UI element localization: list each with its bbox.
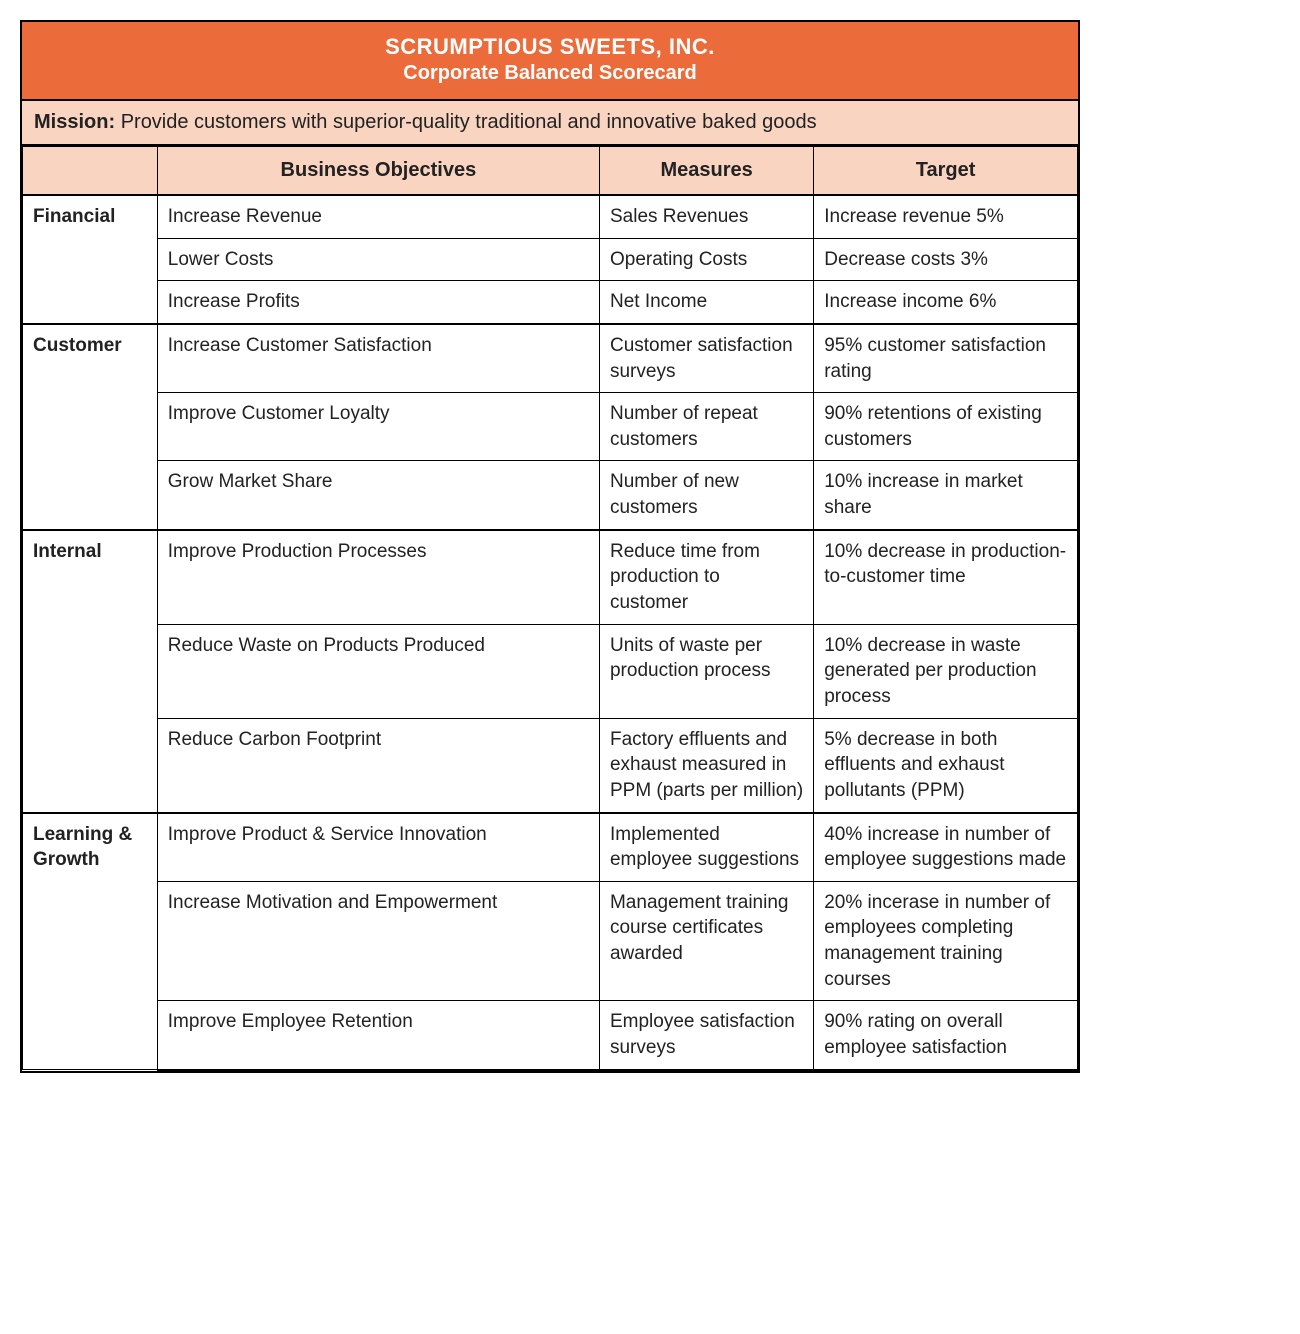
cell-objective: Grow Market Share (157, 461, 599, 530)
category-customer: Customer (23, 324, 158, 530)
table-row: Grow Market Share Number of new customer… (23, 461, 1078, 530)
col-measures: Measures (599, 147, 813, 196)
company-name: SCRUMPTIOUS SWEETS, INC. (30, 34, 1070, 60)
cell-objective: Improve Employee Retention (157, 1001, 599, 1070)
table-row: Financial Increase Revenue Sales Revenue… (23, 195, 1078, 238)
cell-measure: Operating Costs (599, 238, 813, 281)
cell-target: 40% increase in number of employee sugge… (814, 813, 1078, 882)
col-objectives: Business Objectives (157, 147, 599, 196)
cell-target: 90% retentions of existing customers (814, 393, 1078, 461)
cell-objective: Increase Revenue (157, 195, 599, 238)
cell-measure: Management training course certificates … (599, 881, 813, 1001)
cell-target: 10% increase in market share (814, 461, 1078, 530)
cell-target: 20% incerase in number of employees comp… (814, 881, 1078, 1001)
cell-objective: Increase Motivation and Empowerment (157, 881, 599, 1001)
col-target: Target (814, 147, 1078, 196)
cell-target: Increase income 6% (814, 281, 1078, 324)
balanced-scorecard: SCRUMPTIOUS SWEETS, INC. Corporate Balan… (20, 20, 1080, 1073)
cell-measure: Employee satisfaction surveys (599, 1001, 813, 1070)
scorecard-header: SCRUMPTIOUS SWEETS, INC. Corporate Balan… (22, 22, 1078, 101)
cell-measure: Units of waste per production process (599, 624, 813, 718)
table-row: Reduce Carbon Footprint Factory effluent… (23, 718, 1078, 812)
table-row: Internal Improve Production Processes Re… (23, 530, 1078, 624)
table-row: Improve Customer Loyalty Number of repea… (23, 393, 1078, 461)
mission-text: Provide customers with superior-quality … (121, 111, 817, 133)
category-financial: Financial (23, 195, 158, 324)
table-row: Lower Costs Operating Costs Decrease cos… (23, 238, 1078, 281)
cell-objective: Improve Production Processes (157, 530, 599, 624)
cell-target: Increase revenue 5% (814, 195, 1078, 238)
cell-measure: Number of new customers (599, 461, 813, 530)
table-row: Increase Profits Net Income Increase inc… (23, 281, 1078, 324)
cell-measure: Customer satisfaction surveys (599, 324, 813, 393)
cell-target: Decrease costs 3% (814, 238, 1078, 281)
table-row: Customer Increase Customer Satisfaction … (23, 324, 1078, 393)
column-header-row: Business Objectives Measures Target (23, 147, 1078, 196)
cell-objective: Increase Customer Satisfaction (157, 324, 599, 393)
table-row: Learning & Growth Improve Product & Serv… (23, 813, 1078, 882)
table-row: Increase Motivation and Empowerment Mana… (23, 881, 1078, 1001)
scorecard-subtitle: Corporate Balanced Scorecard (30, 62, 1070, 85)
cell-target: 5% decrease in both effluents and exhaus… (814, 718, 1078, 812)
scorecard-table: Business Objectives Measures Target Fina… (22, 146, 1078, 1071)
cell-target: 95% customer satisfaction rating (814, 324, 1078, 393)
cell-objective: Lower Costs (157, 238, 599, 281)
category-internal: Internal (23, 530, 158, 813)
col-category (23, 147, 158, 196)
cell-measure: Factory effluents and exhaust measured i… (599, 718, 813, 812)
cell-measure: Number of repeat customers (599, 393, 813, 461)
table-row: Reduce Waste on Products Produced Units … (23, 624, 1078, 718)
cell-objective: Improve Product & Service Innovation (157, 813, 599, 882)
cell-measure: Net Income (599, 281, 813, 324)
cell-objective: Reduce Carbon Footprint (157, 718, 599, 812)
cell-target: 10% decrease in production-to-customer t… (814, 530, 1078, 624)
cell-objective: Reduce Waste on Products Produced (157, 624, 599, 718)
cell-measure: Implemented employee suggestions (599, 813, 813, 882)
cell-target: 10% decrease in waste generated per prod… (814, 624, 1078, 718)
mission-row: Mission: Provide customers with superior… (22, 101, 1078, 146)
mission-label: Mission: (34, 111, 115, 133)
cell-objective: Increase Profits (157, 281, 599, 324)
table-row: Improve Employee Retention Employee sati… (23, 1001, 1078, 1070)
cell-target: 90% rating on overall employee satisfact… (814, 1001, 1078, 1070)
cell-objective: Improve Customer Loyalty (157, 393, 599, 461)
category-learning: Learning & Growth (23, 813, 158, 1070)
cell-measure: Reduce time from production to customer (599, 530, 813, 624)
cell-measure: Sales Revenues (599, 195, 813, 238)
